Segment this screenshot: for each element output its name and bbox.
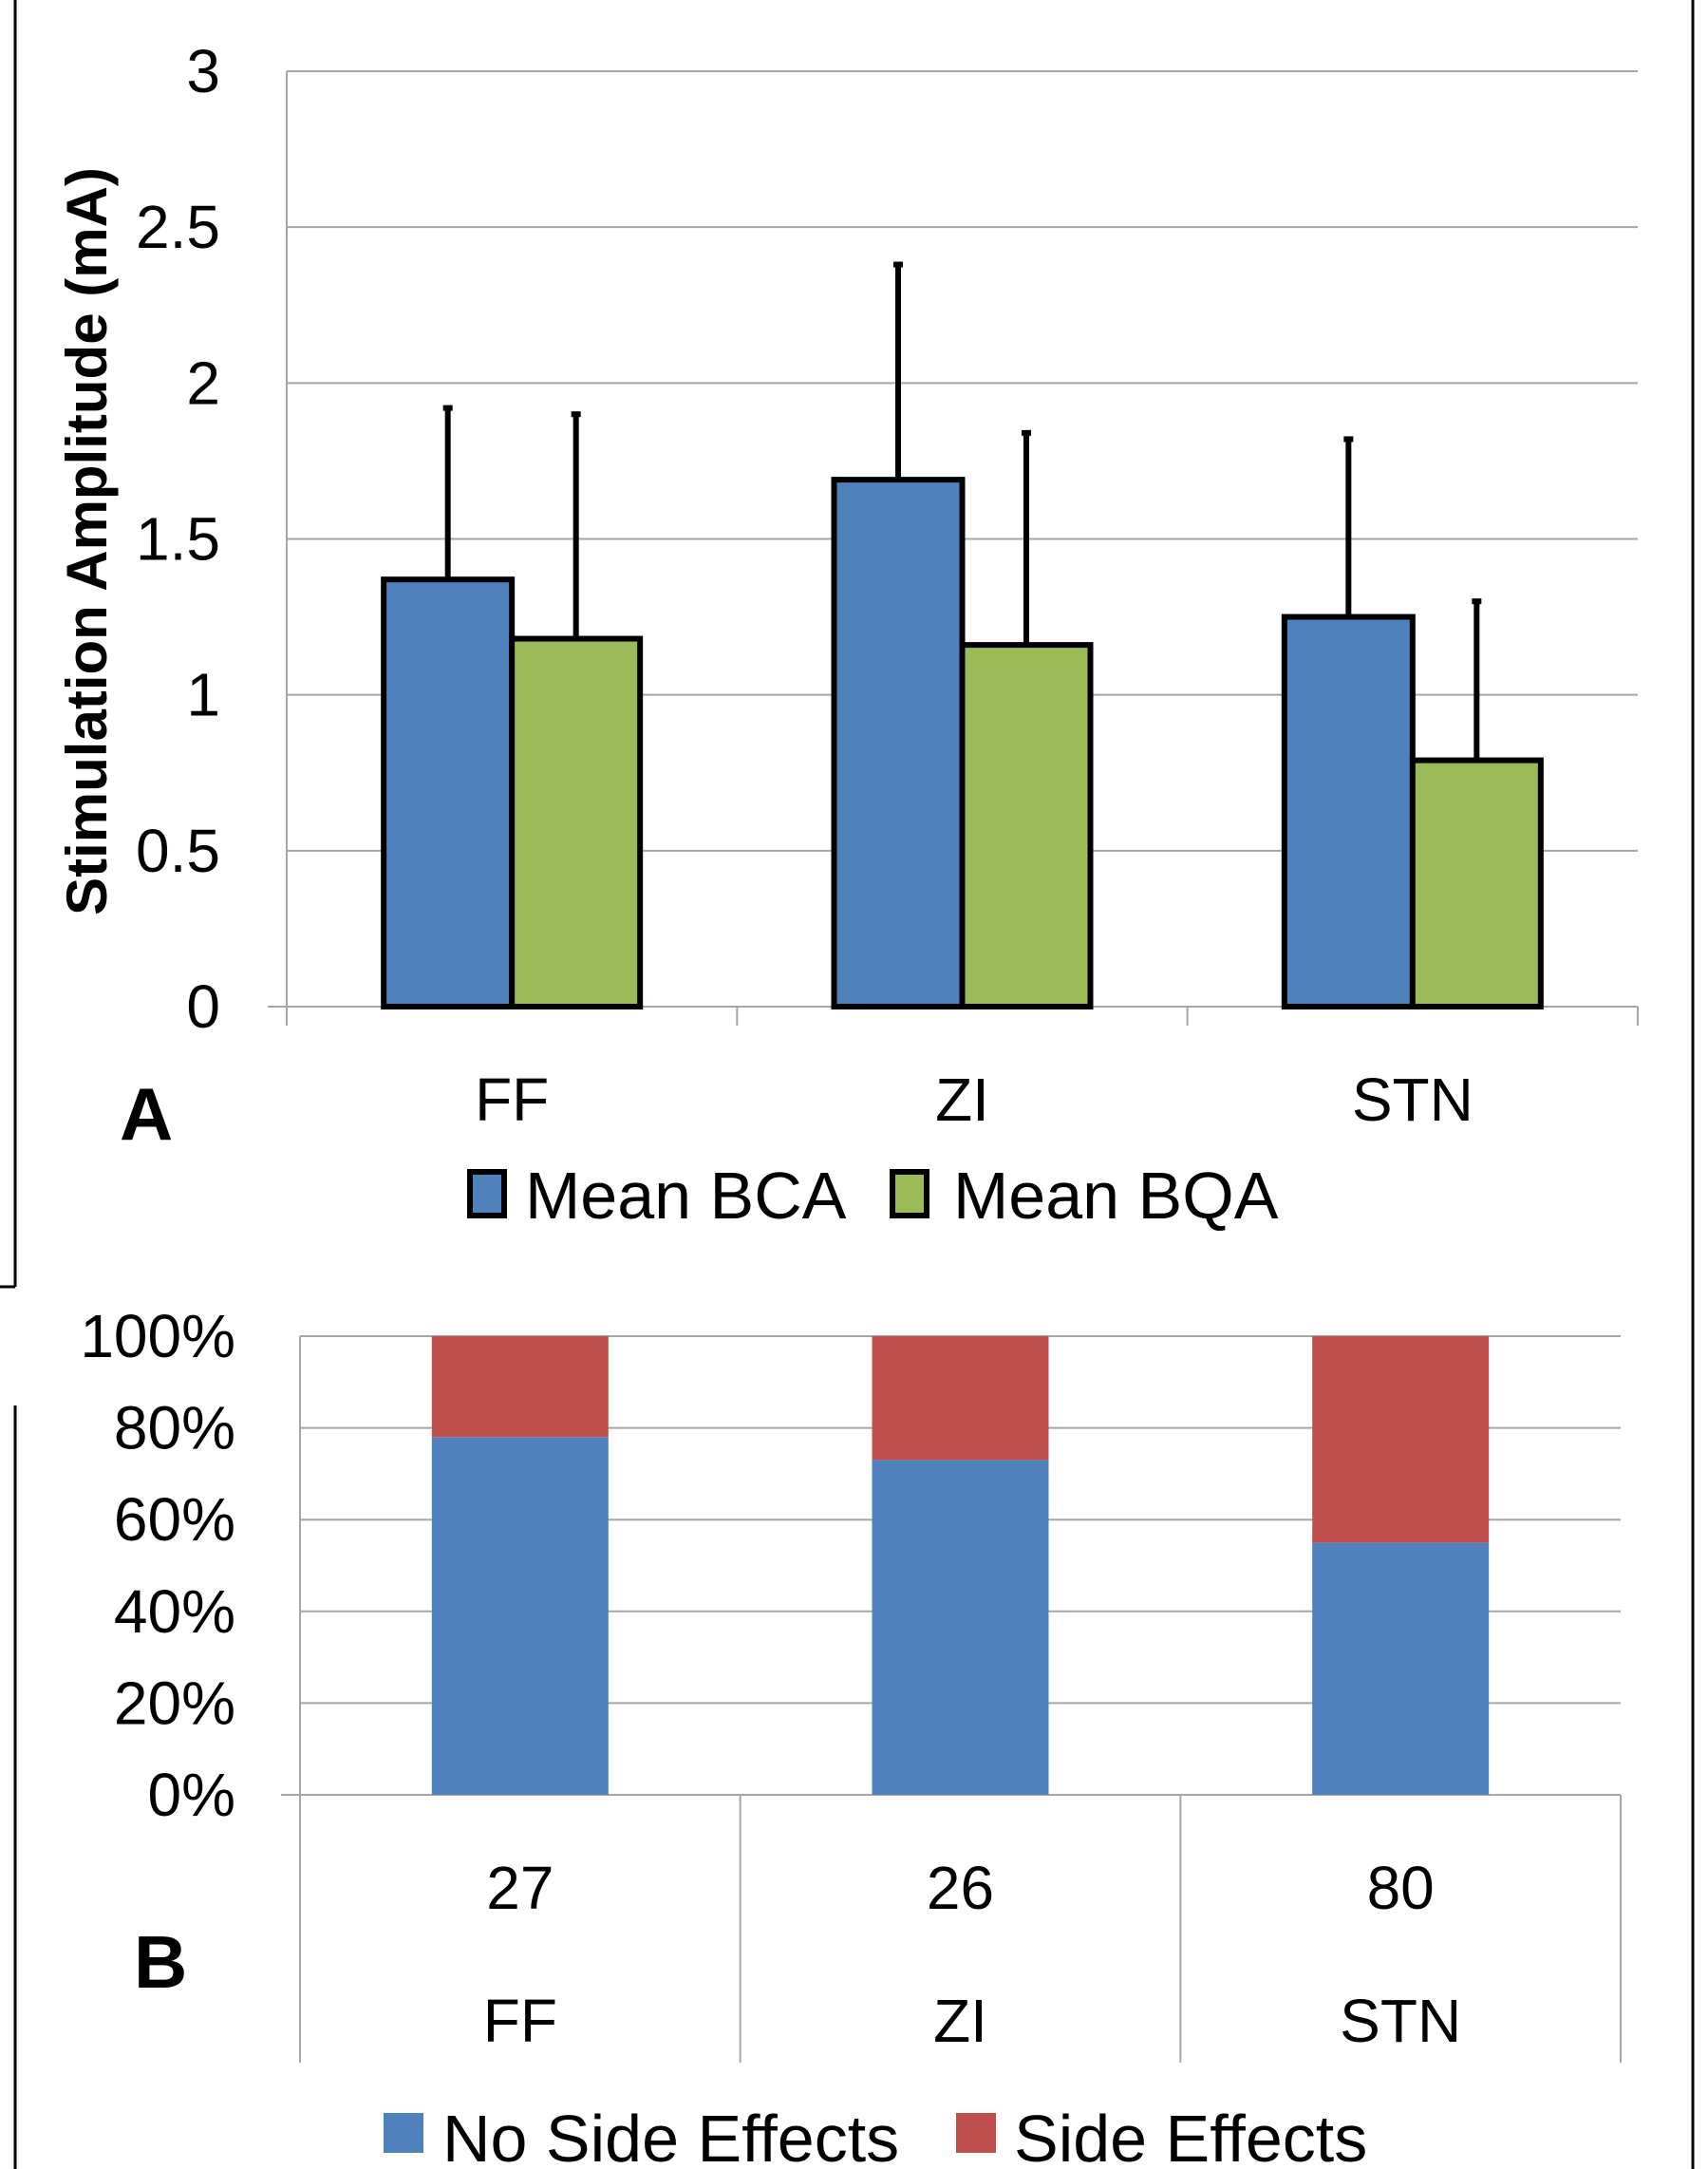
- bar-mean-bqa-ff: [509, 635, 644, 1009]
- x-tick-label-zi: ZI: [933, 1987, 987, 2055]
- count-label-ff: 27: [486, 1854, 554, 1922]
- x-tick-label-ff: FF: [475, 1066, 549, 1134]
- bar-no-side-effects-zi: [872, 1460, 1049, 1795]
- legend-b: No Side Effects Side Effects: [384, 2102, 1367, 2169]
- y-tick-label: 2: [186, 349, 220, 417]
- count-label-zi: 26: [927, 1854, 994, 1922]
- bar-side-effects-zi: [872, 1336, 1049, 1461]
- legend-swatch-side-effects: [956, 2113, 996, 2153]
- chart-panel-a: 0 0.5 1 1.5 2 2.5 3 FF ZI STN: [136, 37, 1639, 1134]
- bar-mean-bca-zi: [831, 477, 966, 1010]
- legend-label-side-effects: Side Effects: [1014, 2102, 1367, 2169]
- legend-label-mean-bca: Mean BCA: [525, 1159, 847, 1233]
- y-tick-label: 80%: [114, 1394, 235, 1462]
- y-tick-label: 2.5: [136, 193, 220, 261]
- panel-label-a: A: [120, 1072, 173, 1156]
- y-axis-title: Stimulation Amplitude (mA): [55, 167, 119, 915]
- panel-label-b: B: [134, 1920, 187, 2004]
- legend-a: Mean BCA Mean BQA: [467, 1159, 1279, 1233]
- count-label-stn: 80: [1367, 1854, 1435, 1922]
- y-tick-label: 100%: [80, 1302, 235, 1370]
- legend-label-mean-bqa: Mean BQA: [953, 1159, 1279, 1233]
- x-tick-label-stn: STN: [1340, 1987, 1461, 2055]
- y-tick-label: 0: [186, 972, 220, 1041]
- y-tick-label: 0%: [148, 1761, 236, 1829]
- legend-label-no-side-effects: No Side Effects: [442, 2102, 899, 2169]
- legend-swatch-mean-bca: [467, 1169, 507, 1218]
- bar-mean-bqa-zi: [959, 642, 1094, 1010]
- y-tick-label: 60%: [114, 1485, 235, 1554]
- bar-side-effects-ff: [431, 1336, 609, 1438]
- y-tick-label: 1: [186, 661, 220, 729]
- x-tick-label-ff: FF: [483, 1987, 557, 2055]
- y-tick-label: 3: [186, 37, 220, 105]
- legend-swatch-mean-bqa: [890, 1169, 929, 1218]
- y-tick-label: 20%: [114, 1669, 235, 1737]
- bar-no-side-effects-ff: [431, 1437, 609, 1795]
- legend-swatch-no-side-effects: [384, 2113, 423, 2153]
- bar-mean-bca-stn: [1281, 613, 1416, 1009]
- bar-mean-bca-ff: [381, 576, 516, 1010]
- x-tick-label-stn: STN: [1352, 1066, 1473, 1134]
- bar-side-effects-stn: [1312, 1336, 1490, 1543]
- bar-mean-bqa-stn: [1409, 757, 1544, 1009]
- bar-no-side-effects-stn: [1312, 1542, 1490, 1795]
- y-tick-label: 0.5: [136, 817, 220, 885]
- x-tick-label-zi: ZI: [935, 1066, 989, 1134]
- chart-panel-b: 0% 20% 40% 60% 80% 100% 27 FF 26 ZI 80 STN: [80, 1302, 1622, 2063]
- y-tick-label: 40%: [114, 1577, 235, 1646]
- y-tick-label: 1.5: [136, 505, 220, 574]
